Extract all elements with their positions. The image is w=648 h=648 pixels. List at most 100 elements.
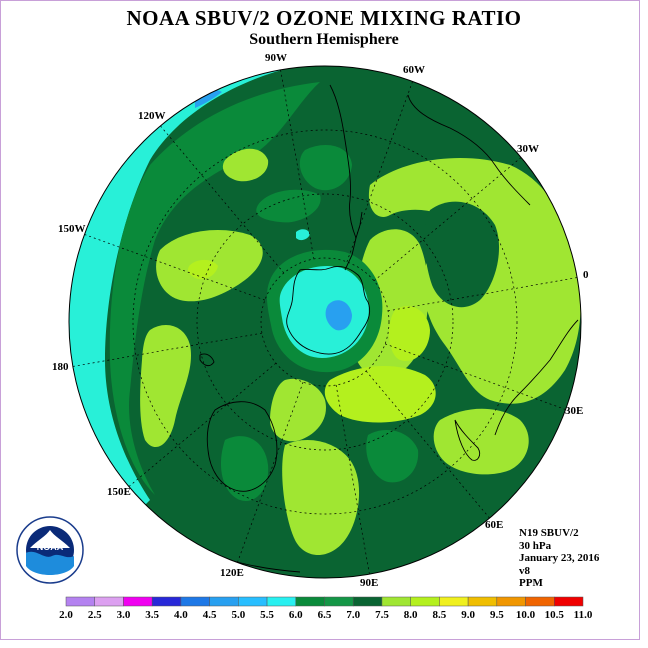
meridian-line bbox=[373, 157, 522, 282]
meridian-line bbox=[72, 332, 263, 367]
legend-swatch bbox=[554, 596, 584, 607]
graticule bbox=[72, 69, 578, 575]
contour-5-5-vortex-core bbox=[325, 300, 352, 331]
south-america-east-coast bbox=[407, 94, 531, 206]
legend-swatch bbox=[410, 596, 440, 607]
antarctica-coast bbox=[286, 265, 371, 355]
color-legend bbox=[65, 596, 584, 607]
legend-tick-labels: 2.0 2.5 3.0 3.5 4.0 4.5 5.0 5.5 6.0 6.5 7.0 7.5 8.0 8… bbox=[59, 609, 593, 621]
contour-7-0-east-hole bbox=[424, 201, 500, 308]
contour-6-0-vortex bbox=[279, 266, 369, 358]
south-america-west-coast bbox=[329, 84, 357, 239]
noaa-logo-text: NOAA bbox=[37, 542, 64, 552]
legend-tick-label: 3.0 bbox=[117, 609, 131, 621]
lon-label-60e: 60E bbox=[485, 519, 503, 531]
contour-6-5-patch-c bbox=[299, 145, 352, 191]
meridian-line bbox=[387, 277, 578, 312]
product-info: N19 SBUV/2 30 hPa January 23, 2016 v8 PP… bbox=[519, 527, 599, 590]
meridian-line bbox=[237, 382, 304, 563]
legend-swatch bbox=[238, 596, 268, 607]
contour-6-5-band-west bbox=[109, 82, 321, 495]
new-zealand bbox=[199, 353, 215, 367]
lon-label-60w: 60W bbox=[403, 64, 425, 76]
latitude-circle-60s bbox=[196, 193, 454, 451]
legend-tick-label: 7.5 bbox=[375, 609, 389, 621]
legend-swatch bbox=[439, 596, 469, 607]
ozone-contour-fill bbox=[69, 66, 581, 578]
legend-tick-label: 7.0 bbox=[346, 609, 360, 621]
info-satellite: N19 SBUV/2 bbox=[519, 527, 579, 539]
image-frame bbox=[0, 0, 640, 640]
legend-tick-label: 4.5 bbox=[203, 609, 217, 621]
legend-swatch bbox=[266, 596, 297, 607]
legend-tick-label: 3.5 bbox=[145, 609, 159, 621]
contour-7-5-south-a bbox=[270, 378, 326, 442]
legend-tick-label: 8.0 bbox=[404, 609, 418, 621]
lon-label-0: 0 bbox=[583, 269, 589, 281]
australia-coast bbox=[206, 401, 278, 492]
legend-swatch bbox=[496, 596, 526, 607]
lon-label-90w: 90W bbox=[265, 52, 287, 64]
latitude-circle-45s bbox=[132, 129, 518, 515]
contour-5-5-outer bbox=[69, 66, 330, 578]
contour-7-5-southwest bbox=[140, 325, 192, 448]
meridian-line bbox=[346, 81, 413, 262]
legend-swatch bbox=[180, 596, 210, 607]
latitude-circle-75s bbox=[260, 257, 390, 387]
info-units: PPM bbox=[519, 577, 543, 589]
legend-tick-label: 5.5 bbox=[260, 609, 274, 621]
info-version: v8 bbox=[519, 564, 530, 577]
africa-coast bbox=[494, 319, 579, 436]
legend-tick-label: 9.5 bbox=[490, 609, 504, 621]
legend-tick-label: 10.5 bbox=[545, 609, 565, 621]
meridian-lines bbox=[72, 69, 578, 575]
contour-6-5-south-patch bbox=[220, 436, 269, 501]
legend-tick-label: 2.0 bbox=[59, 609, 73, 621]
legend-tick-label: 10.0 bbox=[516, 609, 536, 621]
contour-8-0-central-east bbox=[388, 306, 430, 361]
lon-label-120w: 120W bbox=[138, 110, 166, 122]
meridian-line bbox=[84, 234, 265, 301]
legend-swatch bbox=[381, 596, 411, 607]
map-subtitle: Southern Hemisphere bbox=[249, 31, 399, 48]
legend-swatch bbox=[352, 596, 383, 607]
meridian-line bbox=[160, 125, 285, 274]
lon-label-30w: 30W bbox=[517, 143, 539, 155]
madagascar bbox=[454, 419, 481, 461]
meridian-line bbox=[128, 362, 277, 487]
legend-tick-label: 9.0 bbox=[461, 609, 475, 621]
legend-swatch bbox=[65, 596, 95, 607]
legend-swatch bbox=[94, 596, 124, 607]
legend-tick-label: 6.0 bbox=[289, 609, 303, 621]
lon-label-90e: 90E bbox=[360, 577, 378, 589]
legend-tick-label: 11.0 bbox=[574, 609, 593, 621]
lon-label-150w: 150W bbox=[58, 223, 86, 235]
lon-label-180: 180 bbox=[52, 361, 69, 373]
meridian-line bbox=[335, 384, 370, 575]
contour-7-5-southeast bbox=[433, 408, 529, 475]
legend-swatch bbox=[467, 596, 498, 607]
legend-tick-label: 5.0 bbox=[231, 609, 245, 621]
meridian-line bbox=[385, 343, 566, 410]
legend-tick-label: 8.5 bbox=[433, 609, 447, 621]
info-level: 30 hPa bbox=[519, 539, 552, 552]
legend-swatch bbox=[525, 596, 555, 607]
lon-label-120e: 120E bbox=[220, 567, 244, 579]
contour-7-5-south-b bbox=[282, 440, 360, 555]
legend-swatch bbox=[123, 596, 153, 607]
meridian-line bbox=[365, 370, 490, 519]
noaa-logo-icon: NOAA bbox=[16, 516, 84, 584]
legend-swatch bbox=[324, 596, 354, 607]
lon-label-150e: 150E bbox=[107, 486, 131, 498]
contour-8-0-south bbox=[324, 365, 436, 423]
legend-tick-label: 4.0 bbox=[174, 609, 188, 621]
map-title: NOAA SBUV/2 OZONE MIXING RATIO bbox=[126, 6, 522, 30]
contour-7-5-patch-a bbox=[222, 148, 269, 182]
map-boundary bbox=[68, 65, 582, 579]
lon-label-30e: 30E bbox=[565, 405, 583, 417]
info-date: January 23, 2016 bbox=[519, 552, 600, 564]
legend-swatch bbox=[295, 596, 325, 607]
legend-swatch bbox=[209, 596, 239, 607]
meridian-line bbox=[280, 69, 315, 260]
